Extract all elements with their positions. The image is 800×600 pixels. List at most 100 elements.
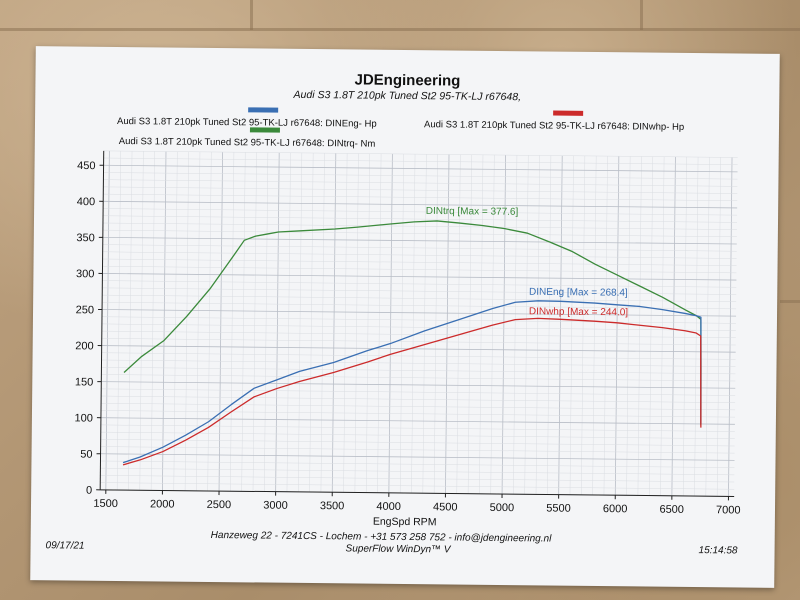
series-line-dintrq xyxy=(123,220,702,426)
grid-line-horizontal xyxy=(100,446,735,454)
series-line-dinwhp xyxy=(122,317,702,466)
grid-line-vertical xyxy=(569,155,574,495)
grid-line-vertical xyxy=(286,152,291,492)
grid-line-horizontal xyxy=(103,150,738,158)
grid-line-vertical xyxy=(592,155,597,495)
x-tick-label: 4000 xyxy=(376,501,401,513)
grid-line-horizontal xyxy=(103,193,738,201)
grid-line-vertical xyxy=(501,155,507,495)
x-tick-label: 3500 xyxy=(320,500,345,512)
grid-line-horizontal xyxy=(100,424,735,432)
grid-line-vertical xyxy=(184,151,189,491)
grid-line-vertical xyxy=(343,153,348,493)
footer-time: 15:14:58 xyxy=(698,545,738,557)
grid-line-vertical xyxy=(467,154,472,494)
grid-line-vertical xyxy=(105,150,110,490)
grid-line-vertical xyxy=(218,152,223,492)
dyno-printout: JDEngineering Audi S3 1.8T 210pk Tuned S… xyxy=(30,46,780,588)
footer-software: SuperFlow WinDyn™ V xyxy=(345,543,451,556)
x-tick-label: 5000 xyxy=(490,502,515,514)
x-tick-label: 1500 xyxy=(93,498,118,510)
grid-line-horizontal xyxy=(102,236,737,245)
series-annotation-dineng: DINEng [Max = 268.4] xyxy=(529,287,628,299)
grid-line-horizontal xyxy=(101,403,736,411)
grid-line-vertical xyxy=(399,153,404,493)
stone-joint xyxy=(250,0,253,30)
grid-line-horizontal xyxy=(101,352,736,360)
y-tick-label: 100 xyxy=(74,412,92,424)
grid-line-vertical xyxy=(694,157,699,497)
grid-line-vertical xyxy=(207,151,212,491)
grid-line-vertical xyxy=(660,156,665,496)
grid-line-vertical xyxy=(150,151,155,491)
x-tick-label: 2000 xyxy=(150,498,175,510)
grid-line-vertical xyxy=(241,152,246,492)
grid-line-horizontal xyxy=(102,302,737,310)
grid-line-vertical xyxy=(603,156,608,496)
grid-line-horizontal xyxy=(100,439,735,447)
grid-line-vertical xyxy=(252,152,257,492)
grid-line-vertical xyxy=(173,151,178,491)
grid-line-vertical xyxy=(513,155,518,495)
series-line-dineng xyxy=(122,300,702,464)
grid-line-horizontal xyxy=(102,273,737,281)
grid-line-vertical xyxy=(275,152,280,492)
footer-date: 09/17/21 xyxy=(45,540,85,552)
grid-line-horizontal xyxy=(100,475,735,483)
grid-line-horizontal xyxy=(101,395,736,403)
stone-joint xyxy=(0,28,800,31)
grid-line-vertical xyxy=(162,151,167,491)
x-tick-label: 2500 xyxy=(207,499,232,511)
x-axis-line xyxy=(100,489,735,497)
grid-line-vertical xyxy=(524,155,529,495)
grid-line-horizontal xyxy=(102,265,737,274)
grid-line-horizontal xyxy=(102,258,737,266)
stone-joint xyxy=(780,300,800,303)
grid-line-horizontal xyxy=(102,280,737,288)
grid-line-horizontal xyxy=(102,251,737,259)
y-tick-label: 400 xyxy=(77,196,95,208)
grid-line-vertical xyxy=(411,154,416,494)
y-axis-line xyxy=(99,150,105,490)
grid-line-vertical xyxy=(139,151,144,491)
grid-line-horizontal xyxy=(100,417,735,425)
y-tick-label: 50 xyxy=(80,449,92,461)
grid-line-vertical xyxy=(490,154,495,494)
y-tick-label: 450 xyxy=(77,160,95,172)
grid-line-vertical xyxy=(388,153,393,493)
grid-line-horizontal xyxy=(100,431,735,440)
grid-line-horizontal xyxy=(102,244,737,252)
grid-line-vertical xyxy=(728,157,733,497)
grid-line-horizontal xyxy=(102,294,737,302)
grid-line-horizontal xyxy=(100,467,735,476)
plot-area xyxy=(100,150,738,497)
y-tick-label: 300 xyxy=(76,268,94,280)
grid-line-vertical xyxy=(682,156,687,496)
grid-line-vertical xyxy=(331,153,337,493)
grid-line-vertical xyxy=(581,155,586,495)
grid-line-horizontal xyxy=(101,381,736,389)
grid-line-horizontal xyxy=(101,388,736,396)
grid-line-horizontal xyxy=(101,366,736,375)
series-annotation-dinwhp: DINwhp [Max = 244.0] xyxy=(529,306,629,318)
grid-line-horizontal xyxy=(101,330,736,339)
grid-line-vertical xyxy=(365,153,371,493)
grid-line-vertical xyxy=(456,154,461,494)
grid-line-vertical xyxy=(128,151,133,491)
grid-line-horizontal xyxy=(101,345,736,353)
stone-joint xyxy=(640,0,643,30)
grid-line-vertical xyxy=(433,154,438,494)
grid-line-vertical xyxy=(264,152,269,492)
x-tick-label: 4500 xyxy=(433,501,458,513)
grid-line-horizontal xyxy=(103,215,738,223)
grid-line-horizontal xyxy=(103,179,738,187)
grid-line-vertical xyxy=(309,153,314,493)
x-tick-label: 3000 xyxy=(263,500,288,512)
grid-line-horizontal xyxy=(103,208,738,216)
x-tick-label: 6500 xyxy=(659,504,684,516)
dyno-chart: 0 50 100 150 200 250 300 350 400 450 1500 2000 2500 3… xyxy=(74,150,741,517)
grid-line-horizontal xyxy=(102,309,737,317)
footer-address: Hanzeweg 22 - 7241CS - Lochem - +31 573 … xyxy=(210,529,552,545)
grid-line-horizontal xyxy=(101,316,736,324)
grid-line-horizontal xyxy=(102,229,737,238)
